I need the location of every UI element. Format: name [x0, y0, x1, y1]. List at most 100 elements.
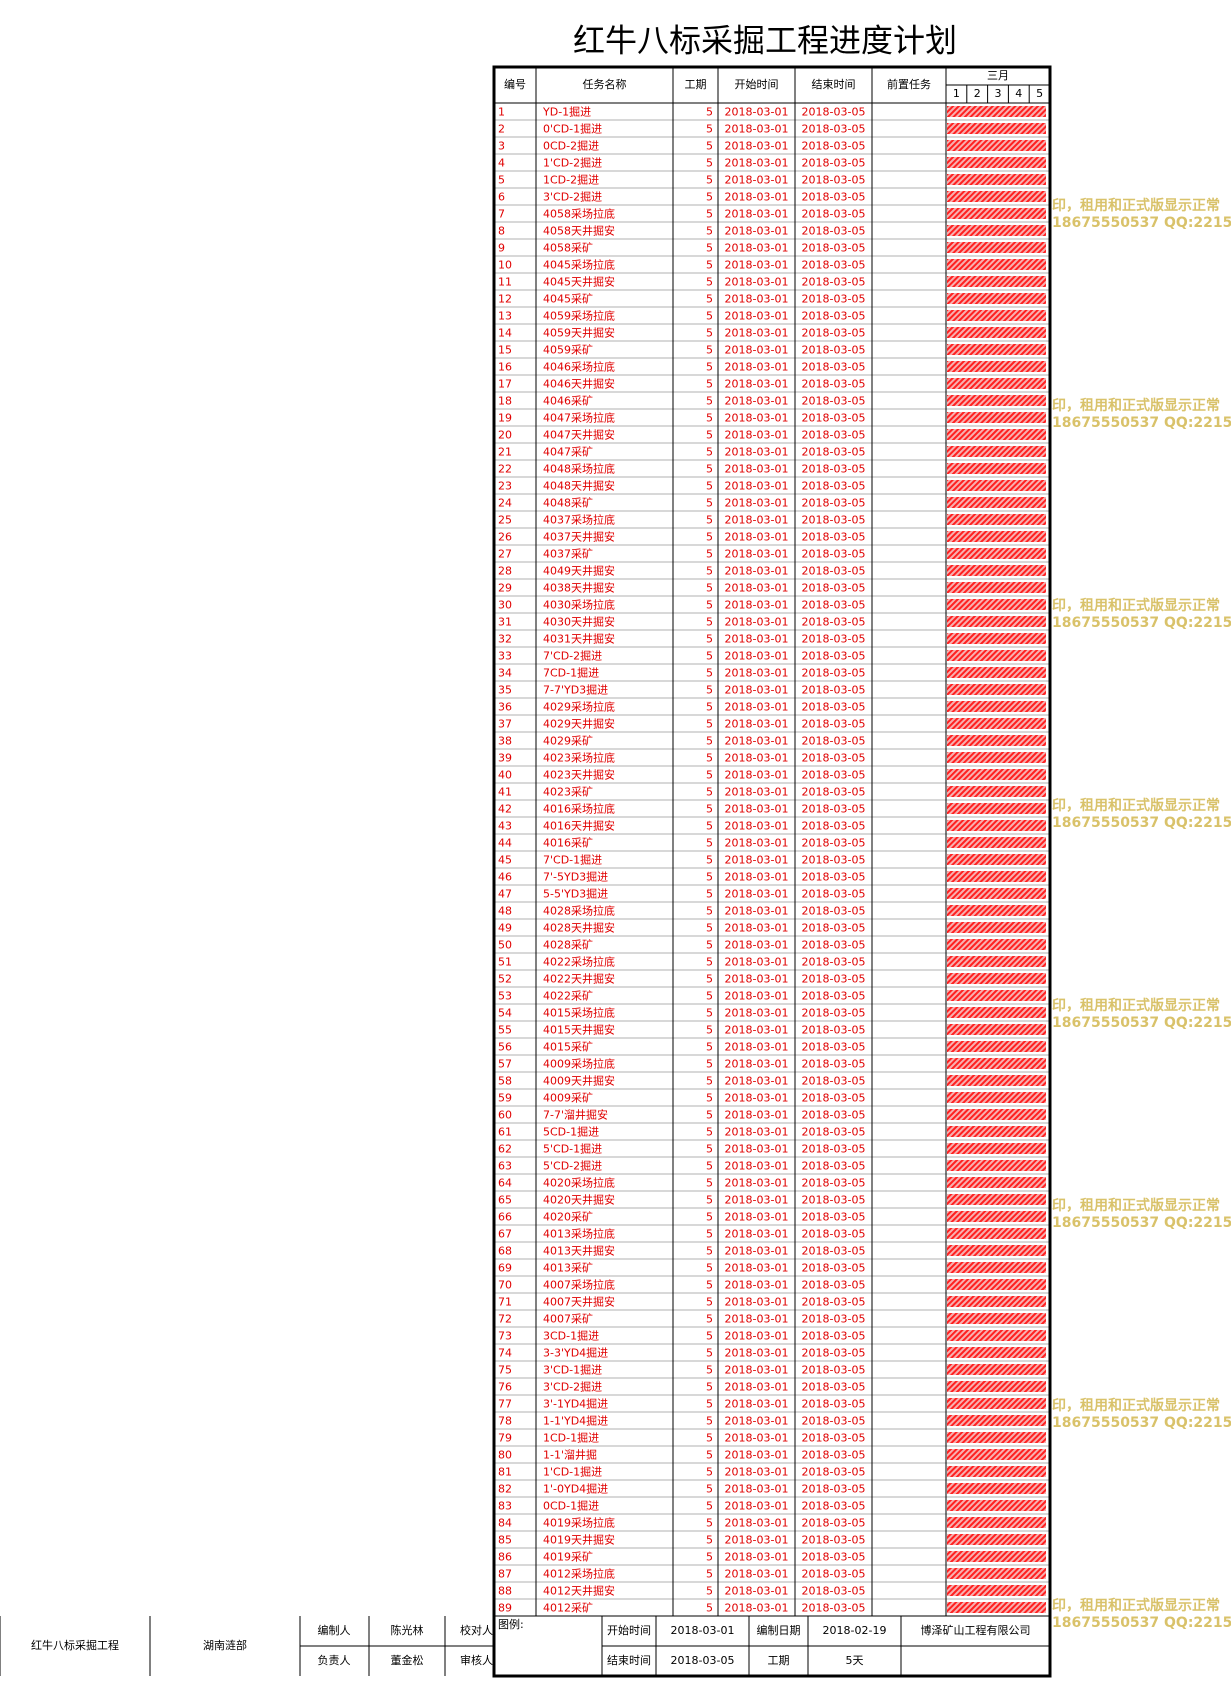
- row-id: 17: [498, 378, 512, 391]
- gantt-bar: [947, 1466, 1046, 1477]
- duration: 5: [706, 480, 713, 493]
- start-date: 2018-03-01: [725, 565, 789, 578]
- end-date: 2018-03-05: [802, 514, 866, 527]
- duration: 5: [706, 956, 713, 969]
- header-cell: 三月: [987, 69, 1009, 82]
- start-date: 2018-03-01: [725, 820, 789, 833]
- start-date: 2018-03-01: [725, 225, 789, 238]
- row-id: 75: [498, 1364, 512, 1377]
- task-name: 4038天井掘安: [543, 581, 615, 595]
- duration: 5: [706, 395, 713, 408]
- task-name: 4007采场拉底: [543, 1278, 615, 1292]
- end-date: 2018-03-05: [802, 140, 866, 153]
- end-date: 2018-03-05: [802, 1262, 866, 1275]
- watermark: 印，租用和正式版显示正常: [1052, 797, 1220, 814]
- footer-cell: 2018-03-05: [671, 1654, 735, 1667]
- row-id: 11: [498, 276, 512, 289]
- duration: 5: [706, 1381, 713, 1394]
- start-date: 2018-03-01: [725, 990, 789, 1003]
- start-date: 2018-03-01: [725, 140, 789, 153]
- task-name: 7-7'溜井掘安: [543, 1108, 608, 1122]
- task-name: 1'CD-2掘进: [543, 156, 602, 170]
- start-date: 2018-03-01: [725, 837, 789, 850]
- row-id: 8: [498, 225, 505, 238]
- row-id: 81: [498, 1466, 512, 1479]
- task-name: 3'CD-2掘进: [543, 190, 602, 204]
- start-date: 2018-03-01: [725, 378, 789, 391]
- row-id: 79: [498, 1432, 512, 1445]
- row-id: 13: [498, 310, 512, 323]
- duration: 5: [706, 1177, 713, 1190]
- row-id: 6: [498, 191, 505, 204]
- start-date: 2018-03-01: [725, 735, 789, 748]
- task-name: 4015采场拉底: [543, 1006, 615, 1020]
- task-name: 4009采矿: [543, 1092, 593, 1105]
- gantt-bar: [947, 174, 1046, 185]
- footer-cell: 结束时间: [607, 1654, 651, 1667]
- gantt-bar: [947, 310, 1046, 321]
- row-id: 36: [498, 701, 512, 714]
- end-date: 2018-03-05: [802, 378, 866, 391]
- start-date: 2018-03-01: [725, 1330, 789, 1343]
- start-date: 2018-03-01: [725, 1245, 789, 1258]
- footer-cell: 2018-03-01: [671, 1624, 735, 1637]
- start-date: 2018-03-01: [725, 803, 789, 816]
- duration: 5: [706, 905, 713, 918]
- task-name: 4049天井掘安: [543, 564, 615, 578]
- watermark: 18675550537 QQ:22150066: [1052, 1415, 1231, 1431]
- end-date: 2018-03-05: [802, 701, 866, 714]
- start-date: 2018-03-01: [725, 973, 789, 986]
- end-date: 2018-03-05: [802, 327, 866, 340]
- duration: 5: [706, 1415, 713, 1428]
- duration: 5: [706, 1160, 713, 1173]
- header-cell: 结束时间: [812, 78, 856, 91]
- row-id: 20: [498, 429, 512, 442]
- start-date: 2018-03-01: [725, 123, 789, 136]
- gantt-bar: [947, 922, 1046, 933]
- start-date: 2018-03-01: [725, 1483, 789, 1496]
- start-date: 2018-03-01: [725, 599, 789, 612]
- row-id: 7: [498, 208, 505, 221]
- start-date: 2018-03-01: [725, 1262, 789, 1275]
- row-id: 58: [498, 1075, 512, 1088]
- row-id: 10: [498, 259, 512, 272]
- row-id: 70: [498, 1279, 512, 1292]
- header-cell: 4: [1015, 87, 1022, 100]
- gantt-bar: [947, 1245, 1046, 1256]
- gantt-bar: [947, 769, 1046, 780]
- gantt-bar: [947, 599, 1046, 610]
- task-name: 4015天井掘安: [543, 1023, 615, 1037]
- task-name: 4047采场拉底: [543, 411, 615, 425]
- duration: 5: [706, 208, 713, 221]
- end-date: 2018-03-05: [802, 344, 866, 357]
- row-id: 9: [498, 242, 505, 255]
- gantt-bar: [947, 1568, 1046, 1579]
- row-id: 60: [498, 1109, 512, 1122]
- end-date: 2018-03-05: [802, 1449, 866, 1462]
- watermark: 印，租用和正式版显示正常: [1052, 997, 1220, 1014]
- task-name: 4016采矿: [543, 837, 593, 850]
- duration: 5: [706, 752, 713, 765]
- end-date: 2018-03-05: [802, 497, 866, 510]
- row-id: 74: [498, 1347, 512, 1360]
- duration: 5: [706, 1109, 713, 1122]
- start-date: 2018-03-01: [725, 888, 789, 901]
- end-date: 2018-03-05: [802, 157, 866, 170]
- duration: 5: [706, 1432, 713, 1445]
- task-name: 4037采矿: [543, 548, 593, 561]
- duration: 5: [706, 1126, 713, 1139]
- footer-cell: 2018-02-19: [823, 1624, 887, 1637]
- duration: 5: [706, 225, 713, 238]
- gantt-bar: [947, 752, 1046, 763]
- end-date: 2018-03-05: [802, 939, 866, 952]
- start-date: 2018-03-01: [725, 1449, 789, 1462]
- gantt-bar: [947, 701, 1046, 712]
- duration: 5: [706, 293, 713, 306]
- task-name: 4009采场拉底: [543, 1057, 615, 1071]
- task-name: 0CD-2掘进: [543, 139, 599, 153]
- start-date: 2018-03-01: [725, 854, 789, 867]
- row-id: 76: [498, 1381, 512, 1394]
- row-id: 61: [498, 1126, 512, 1139]
- task-name: 4037采场拉底: [543, 513, 615, 527]
- task-name: 4048采矿: [543, 497, 593, 510]
